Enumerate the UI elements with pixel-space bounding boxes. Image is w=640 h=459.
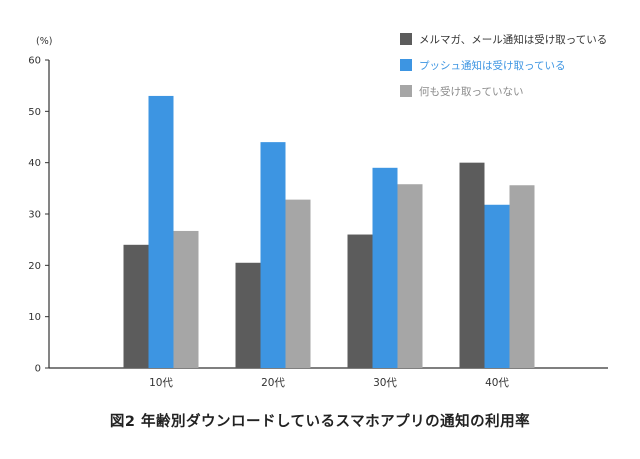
x-tick-label: 40代 (485, 377, 509, 389)
y-tick-label: 60 (28, 56, 41, 67)
bar-none-2 (285, 199, 311, 368)
bar-mail-3 (347, 234, 373, 368)
bar-push-3 (372, 167, 398, 368)
y-axis-unit-label: (%) (36, 36, 52, 47)
y-tick-label: 30 (28, 210, 41, 221)
legend-label-none: 何も受け取っていない (419, 85, 524, 98)
bar-push-4 (484, 204, 510, 368)
bar-push-2 (260, 142, 286, 368)
y-tick-label: 40 (28, 158, 41, 169)
y-tick-label: 10 (28, 312, 41, 323)
x-tick-label: 10代 (149, 377, 173, 389)
chart-bars (123, 95, 535, 368)
bar-none-4 (509, 185, 535, 368)
legend-item-push: プッシュ通知は受け取っている (400, 52, 636, 78)
bar-none-3 (397, 184, 423, 368)
y-tick-label: 20 (28, 261, 41, 272)
y-tick-label: 50 (28, 107, 41, 118)
y-tick-label: 0 (35, 364, 41, 375)
legend-swatch-push (400, 59, 412, 71)
legend-item-mail: メルマガ、メール通知は受け取っている (400, 26, 636, 52)
x-tick-label: 20代 (261, 377, 285, 389)
x-tick-label: 30代 (373, 377, 397, 389)
bar-mail-1 (123, 244, 149, 368)
chart-title: 図2 年齢別ダウンロードしているスマホアプリの通知の利用率 (109, 414, 531, 430)
bar-mail-4 (459, 162, 485, 368)
legend-swatch-mail (400, 33, 412, 45)
legend-swatch-none (400, 85, 412, 97)
legend-item-none: 何も受け取っていない (400, 78, 636, 104)
chart-legend: メルマガ、メール通知は受け取っている プッシュ通知は受け取っている 何も受け取っ… (400, 26, 636, 104)
bar-push-1 (148, 95, 174, 368)
legend-label-mail: メルマガ、メール通知は受け取っている (419, 33, 608, 46)
bar-mail-2 (235, 262, 261, 368)
bar-none-1 (173, 230, 199, 368)
legend-label-push: プッシュ通知は受け取っている (419, 59, 566, 72)
